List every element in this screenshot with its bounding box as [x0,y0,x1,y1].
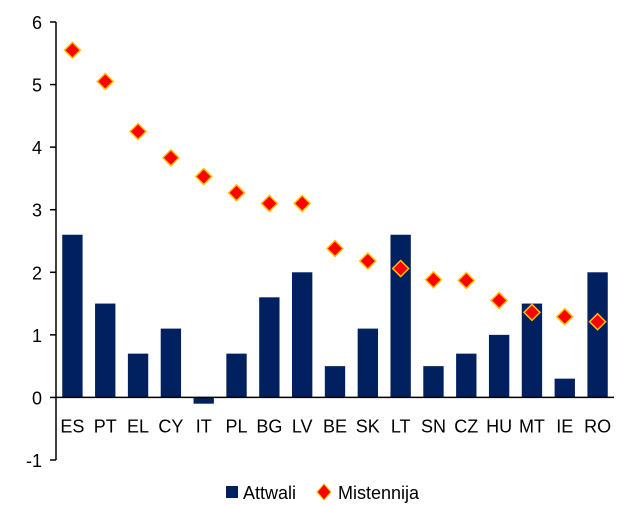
x-tick-label: RO [584,416,611,436]
marker-mistennija-sn [424,270,443,289]
legend-label-attwali: Attwali [243,483,296,503]
x-tick-label: PL [226,416,248,436]
x-tick-label: MT [519,416,545,436]
marker-mistennija-lt [391,259,410,278]
y-tick-label: -1 [26,451,42,471]
bar-attwali-sn [423,366,444,398]
legend: Attwali Mistennija [226,483,420,503]
bar-attwali-hu [488,334,510,398]
bar-attwali-cy [160,328,182,398]
y-tick-label: 2 [32,263,42,283]
x-tick-label: BE [323,416,347,436]
x-tick-label: IE [556,416,573,436]
marker-mistennija-pt [96,72,115,91]
marker-mistennija-be [325,239,345,258]
marker-mistennija-lv [293,194,312,213]
x-tick-label: CY [158,416,183,436]
y-tick-label: 1 [32,326,42,346]
y-tick-label: 6 [32,13,42,33]
marker-mistennija-it [194,167,213,186]
marker-mistennija-el [128,122,148,141]
x-tick-label: SK [356,416,380,436]
x-tick-label: HU [486,416,512,436]
bar-attwali-lt [390,234,411,398]
marker-mistennija-ie [555,307,574,326]
bar-attwali-it [193,397,214,404]
legend-marker-mistennija [316,483,332,501]
x-tick-label: LV [292,416,313,436]
marker-mistennija-cz [457,271,476,290]
bar-attwali-bg [259,297,280,398]
bar-attwali-sk [357,328,378,398]
marker-mistennija-cy [161,148,180,167]
bar-attwali-ie [554,378,575,398]
x-tick-label: BG [256,416,282,436]
x-tick-label: SN [421,416,446,436]
bar-attwali-pl [226,353,247,398]
marker-mistennija-ro [588,312,607,331]
x-tick-label: CZ [454,416,478,436]
marker-mistennija-es [63,41,82,60]
y-tick-label: 3 [32,201,42,221]
legend-swatch-attwali [226,486,238,498]
x-tick-label: PT [94,416,117,436]
y-tick-label: 0 [32,388,42,408]
bar-attwali-ro [587,272,608,398]
marker-mistennija-bg [260,194,279,213]
bar-attwali-pt [95,303,116,398]
bar-attwali-mt [521,303,543,398]
bar-attwali-es [62,234,83,398]
bar-attwali-lv [292,272,313,398]
marker-mistennija-mt [522,303,542,322]
marker-mistennija-hu [490,291,509,310]
marker-mistennija-sk [358,251,377,271]
x-tick-label: IT [196,416,212,436]
x-tick-label: ES [60,416,84,436]
x-tick-label: EL [127,416,149,436]
bar-attwali-be [324,366,346,398]
bar-attwali-el [127,353,149,398]
y-tick-label: 4 [32,138,42,158]
bar-attwali-cz [456,353,477,398]
legend-label-mistennija: Mistennija [338,483,420,503]
x-tick-label: LT [391,416,411,436]
marker-mistennija-pl [227,183,246,202]
plot-area: -1 0 1 2 3 4 5 6 ES PT EL CY IT PL BG LV BE SK LT SN CZ HU MT I… [26,13,614,471]
y-tick-label: 5 [32,76,42,96]
